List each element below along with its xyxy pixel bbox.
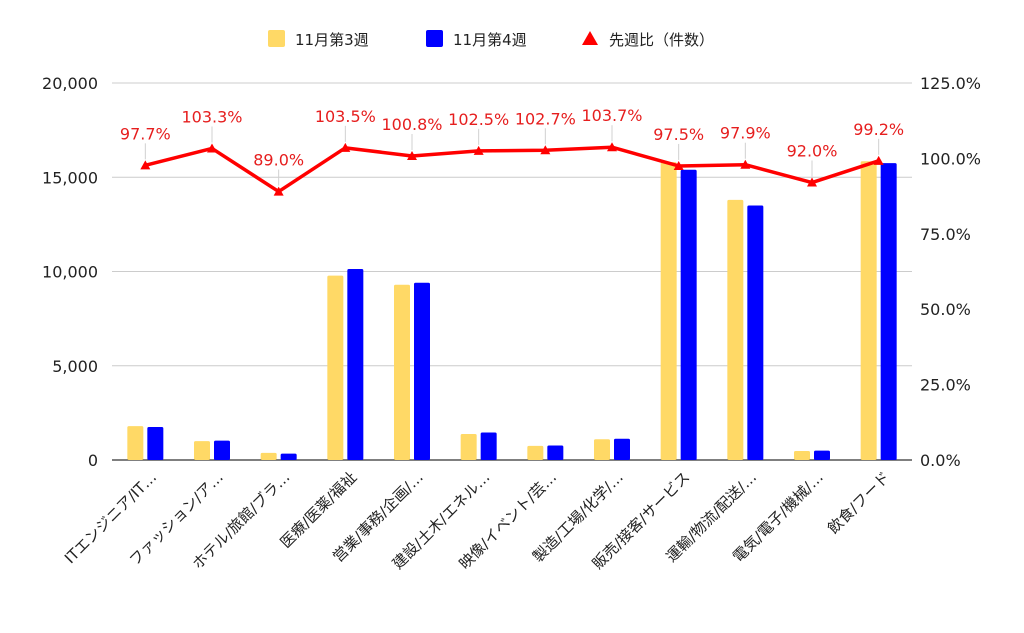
bar (347, 269, 364, 460)
legend-label: 11月第4週 (453, 31, 527, 49)
ratio-data-label: 102.7% (515, 109, 576, 128)
gridlines (112, 82, 912, 461)
category-label: 飲食/フード (824, 468, 893, 537)
bar (414, 282, 430, 460)
bar (794, 450, 810, 460)
ratio-marker (873, 155, 884, 165)
legend-swatch (268, 30, 285, 47)
ratio-marker (607, 142, 617, 152)
legend: 11月第3週 11月第4週 先週比（件数） (268, 30, 714, 49)
left-axis: 0 5,000 10,000 15,000 20,000 (42, 74, 98, 470)
right-tick-label: 0.0% (920, 451, 961, 470)
ratio-marker (140, 160, 151, 170)
ratio-data-label: 97.7% (120, 124, 171, 143)
legend-label: 11月第3週 (295, 31, 369, 49)
right-tick-label: 50.0% (920, 300, 971, 319)
left-tick-label: 10,000 (42, 263, 98, 282)
bar (527, 445, 544, 460)
category-labels: ITエンジニア/IT…ファッション/ア…ホテル/旅館/ブラ…医療/医薬/福祉営業… (61, 468, 893, 573)
legend-label: 先週比（件数） (609, 31, 714, 49)
bar (594, 439, 610, 460)
ratio-marker (740, 159, 751, 169)
ratio-data-label: 103.3% (181, 107, 242, 126)
bar (680, 169, 697, 460)
ratio-data-label: 99.2% (853, 120, 904, 139)
ratio-marker (340, 142, 351, 152)
bar (127, 426, 144, 460)
right-axis: 0.0% 25.0% 50.0% 75.0% 100.0% 125.0% (920, 74, 981, 470)
ratio-data-label: 92.0% (787, 142, 838, 161)
bar (660, 162, 677, 461)
ratio-marker (407, 150, 417, 160)
right-tick-label: 125.0% (920, 74, 981, 93)
bar (394, 284, 410, 460)
right-tick-label: 75.0% (920, 225, 971, 244)
ratio-marker (273, 186, 284, 196)
left-tick-label: 0 (88, 451, 98, 470)
ratio-marker (473, 145, 484, 155)
ratio-data-label: 89.0% (253, 151, 304, 170)
ratio-data-label: 102.5% (448, 110, 509, 129)
legend-swatch (582, 31, 598, 45)
ratio-marker (673, 160, 684, 170)
bar (747, 205, 764, 460)
right-tick-label: 25.0% (920, 376, 971, 395)
ratio-line (140, 142, 884, 196)
ratio-data-label: 97.9% (720, 124, 771, 143)
bar (327, 275, 344, 460)
ratio-marker (807, 177, 817, 187)
bar (260, 452, 277, 460)
ratio-marker (207, 143, 217, 153)
ratio-data-label: 97.5% (653, 125, 704, 144)
right-tick-label: 100.0% (920, 149, 981, 168)
bar (727, 199, 744, 460)
bar (547, 445, 564, 460)
ratio-data-label: 103.5% (315, 107, 376, 126)
bars (127, 161, 897, 461)
ratio-line-path (144, 145, 880, 194)
bar (860, 161, 877, 461)
data-labels: 97.7% 103.3% 89.0% 103.5% 100.8% 102.5% 102.7%… (120, 106, 904, 186)
bar (814, 450, 830, 460)
bar (480, 432, 497, 460)
bar (880, 163, 897, 461)
left-tick-label: 5,000 (52, 357, 98, 376)
bar (194, 441, 210, 460)
bar (460, 433, 477, 460)
bar (147, 427, 164, 460)
bar (280, 453, 297, 460)
ratio-data-label: 103.7% (581, 106, 642, 125)
ratio-data-label: 100.8% (381, 115, 442, 134)
bar (614, 438, 630, 460)
left-tick-label: 15,000 (42, 168, 98, 187)
legend-swatch (426, 30, 443, 47)
left-tick-label: 20,000 (42, 74, 98, 93)
bar (214, 440, 230, 460)
ratio-marker (540, 145, 551, 155)
